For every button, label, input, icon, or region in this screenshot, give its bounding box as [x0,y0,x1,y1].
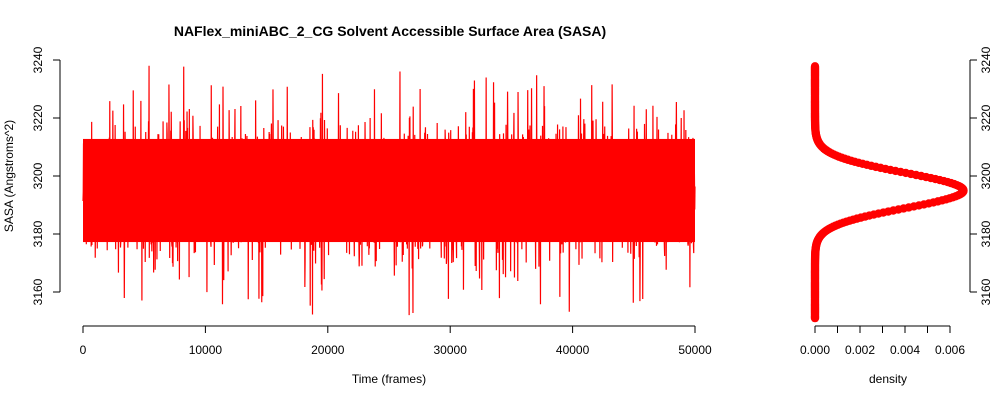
timeseries-x-tick-label: 50000 [678,343,712,357]
density-y-tick-label: 3160 [979,278,993,305]
timeseries-y-tick-label: 3180 [31,220,45,247]
density-x-ticks: 0.000 0.002 0.004 0.006 [800,326,965,357]
timeseries-y-label: SASA (Angstroms^2) [2,120,16,232]
timeseries-y-ticks: 3160 3180 3200 3220 3240 [31,46,60,305]
timeseries-x-ticks: 0 10000 20000 30000 40000 50000 [80,326,712,357]
density-y-tick-label: 3240 [979,46,993,73]
density-x-tick-label: 0.004 [890,343,920,357]
timeseries-x-tick-label: 40000 [556,343,590,357]
sasa-timeseries-dense-band [83,138,695,243]
timeseries-x-tick-label: 10000 [189,343,223,357]
timeseries-y-tick-label: 3160 [31,278,45,305]
density-y-tick-label: 3220 [979,104,993,131]
density-point [810,62,820,71]
density-series [810,62,968,323]
density-y-tick-label: 3200 [979,162,993,189]
timeseries-x-tick-label: 30000 [434,343,468,357]
density-x-tick-label: 0.000 [800,343,830,357]
timeseries-y-tick-label: 3200 [31,162,45,189]
timeseries-x-tick-label: 20000 [311,343,345,357]
chart-title: NAFlex_miniABC_2_CG Solvent Accessible S… [174,23,606,39]
density-x-label: density [869,372,907,386]
density-y-tick-label: 3180 [979,220,993,247]
timeseries-x-label: Time (frames) [352,372,426,386]
timeseries-x-tick-label: 0 [80,343,87,357]
density-x-tick-label: 0.002 [845,343,875,357]
sasa-timeseries-series [82,65,696,316]
timeseries-y-tick-label: 3240 [31,46,45,73]
timeseries-x-axis: 0 10000 20000 30000 40000 50000 Time (frames) [80,325,712,386]
timeseries-y-tick-label: 3220 [31,104,45,131]
density-x-axis: 0.000 0.002 0.004 0.006 density [800,325,965,386]
density-y-axis: 3160 3180 3200 3220 3240 [969,46,993,305]
density-y-ticks: 3160 3180 3200 3220 3240 [970,46,993,305]
timeseries-y-axis: 3160 3180 3200 3220 3240 SASA (Angstroms^2) [2,46,61,305]
density-x-tick-label: 0.006 [935,343,965,357]
